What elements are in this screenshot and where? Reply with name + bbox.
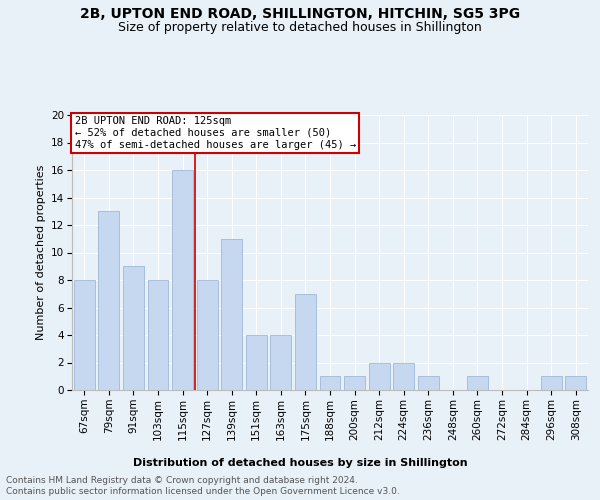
Bar xyxy=(565,376,586,390)
Text: Contains public sector information licensed under the Open Government Licence v3: Contains public sector information licen… xyxy=(6,487,400,496)
Bar xyxy=(148,280,169,390)
Bar xyxy=(320,376,340,390)
Text: Size of property relative to detached houses in Shillington: Size of property relative to detached ho… xyxy=(118,21,482,34)
Bar xyxy=(246,335,267,390)
Bar xyxy=(74,280,95,390)
Bar xyxy=(123,266,144,390)
Text: 2B UPTON END ROAD: 125sqm
← 52% of detached houses are smaller (50)
47% of semi-: 2B UPTON END ROAD: 125sqm ← 52% of detac… xyxy=(74,116,356,150)
Bar xyxy=(418,376,439,390)
Bar xyxy=(221,239,242,390)
Bar xyxy=(467,376,488,390)
Bar xyxy=(368,362,389,390)
Bar xyxy=(541,376,562,390)
Bar xyxy=(98,211,119,390)
Y-axis label: Number of detached properties: Number of detached properties xyxy=(35,165,46,340)
Text: Distribution of detached houses by size in Shillington: Distribution of detached houses by size … xyxy=(133,458,467,468)
Bar xyxy=(393,362,414,390)
Bar xyxy=(271,335,292,390)
Bar xyxy=(344,376,365,390)
Bar xyxy=(172,170,193,390)
Bar xyxy=(197,280,218,390)
Bar xyxy=(295,294,316,390)
Text: Contains HM Land Registry data © Crown copyright and database right 2024.: Contains HM Land Registry data © Crown c… xyxy=(6,476,358,485)
Text: 2B, UPTON END ROAD, SHILLINGTON, HITCHIN, SG5 3PG: 2B, UPTON END ROAD, SHILLINGTON, HITCHIN… xyxy=(80,8,520,22)
